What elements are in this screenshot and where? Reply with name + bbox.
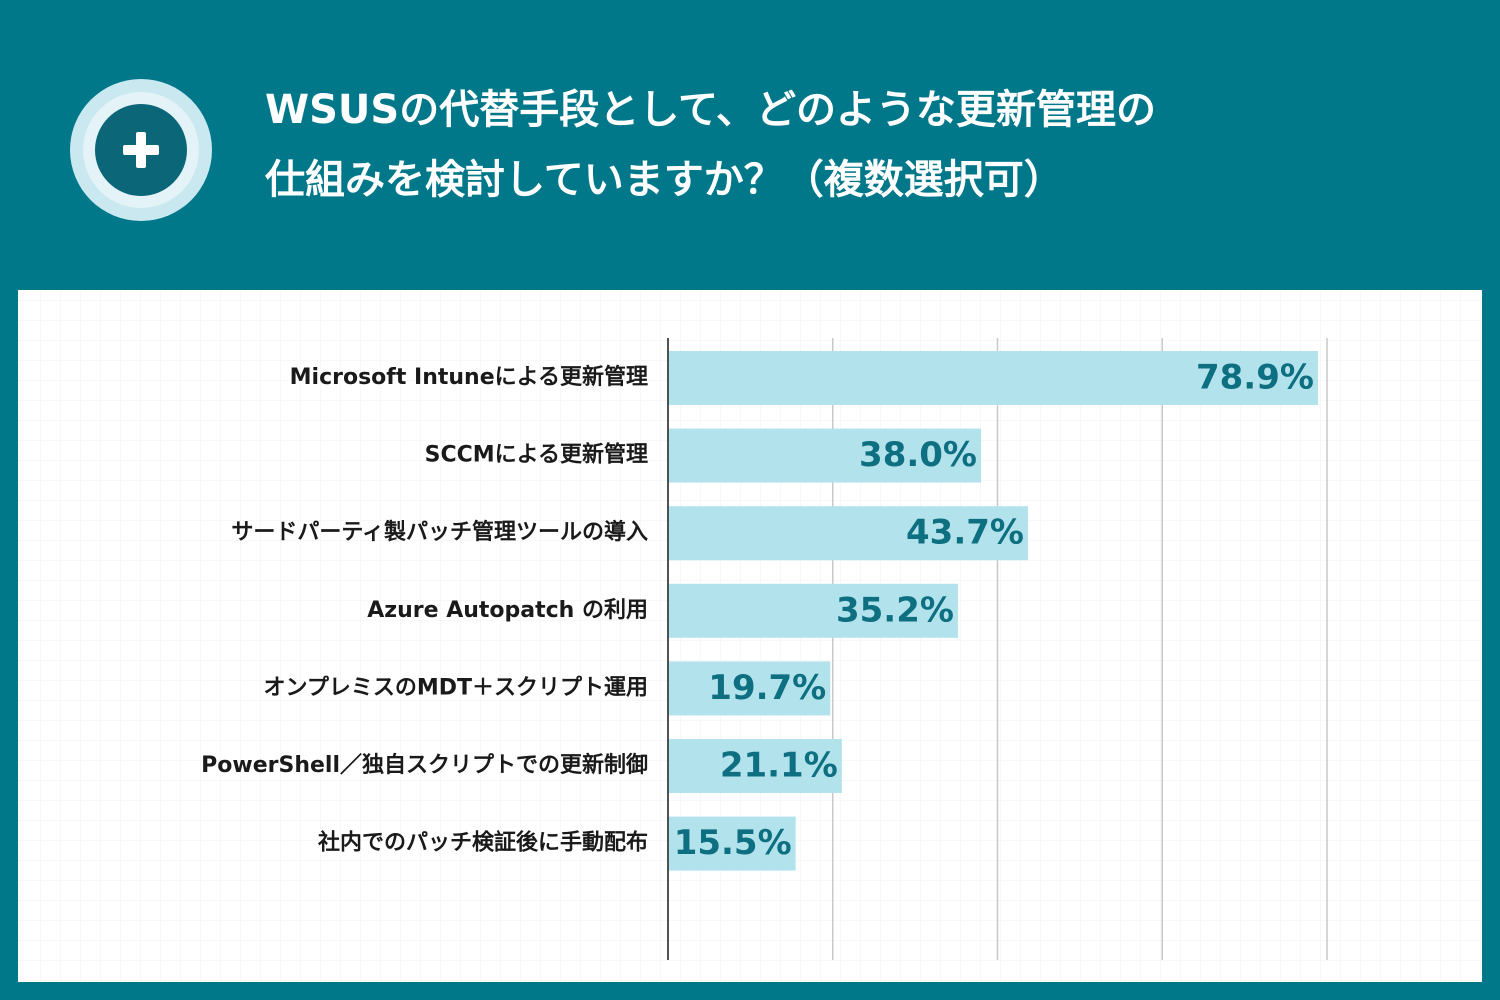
value-label: 38.0% <box>859 435 977 475</box>
bar <box>668 351 1318 405</box>
bar <box>668 739 842 793</box>
value-label: 35.2% <box>836 590 954 630</box>
category-label: Microsoft Intuneによる更新管理 <box>290 364 648 390</box>
value-label: 43.7% <box>906 513 1024 553</box>
value-label: 21.1% <box>720 746 838 786</box>
plot: Microsoft Intuneによる更新管理 78.9% SCCMによる更新管理 3… <box>201 338 1328 960</box>
value-label: 78.9% <box>1196 358 1314 398</box>
category-label: PowerShell／独自スクリプトでの更新制御 <box>201 752 648 778</box>
icon <box>70 79 212 221</box>
category-label: オンプレミスのMDT＋スクリプト運用 <box>263 675 648 700</box>
category-label: SCCMによる更新管理 <box>425 442 648 468</box>
bar <box>668 583 958 638</box>
bar <box>668 428 982 483</box>
category-label: Azure Autopatch の利用 <box>367 598 648 623</box>
value-label: 15.5% <box>674 823 792 863</box>
bar <box>668 816 796 871</box>
value-label: 19.7% <box>708 668 826 708</box>
bar <box>668 506 1028 561</box>
chart-title: WSUSの代替手段として、どのような更新管理の <box>265 87 1156 133</box>
chart-title: 仕組みを検討していますか？（複数選択可） <box>265 157 1064 203</box>
category-label: 社内でのパッチ検証後に手動配布 <box>318 830 648 856</box>
bar <box>668 661 831 716</box>
category-label: サードパーティ製パッチ管理ツールの導入 <box>231 519 648 545</box>
